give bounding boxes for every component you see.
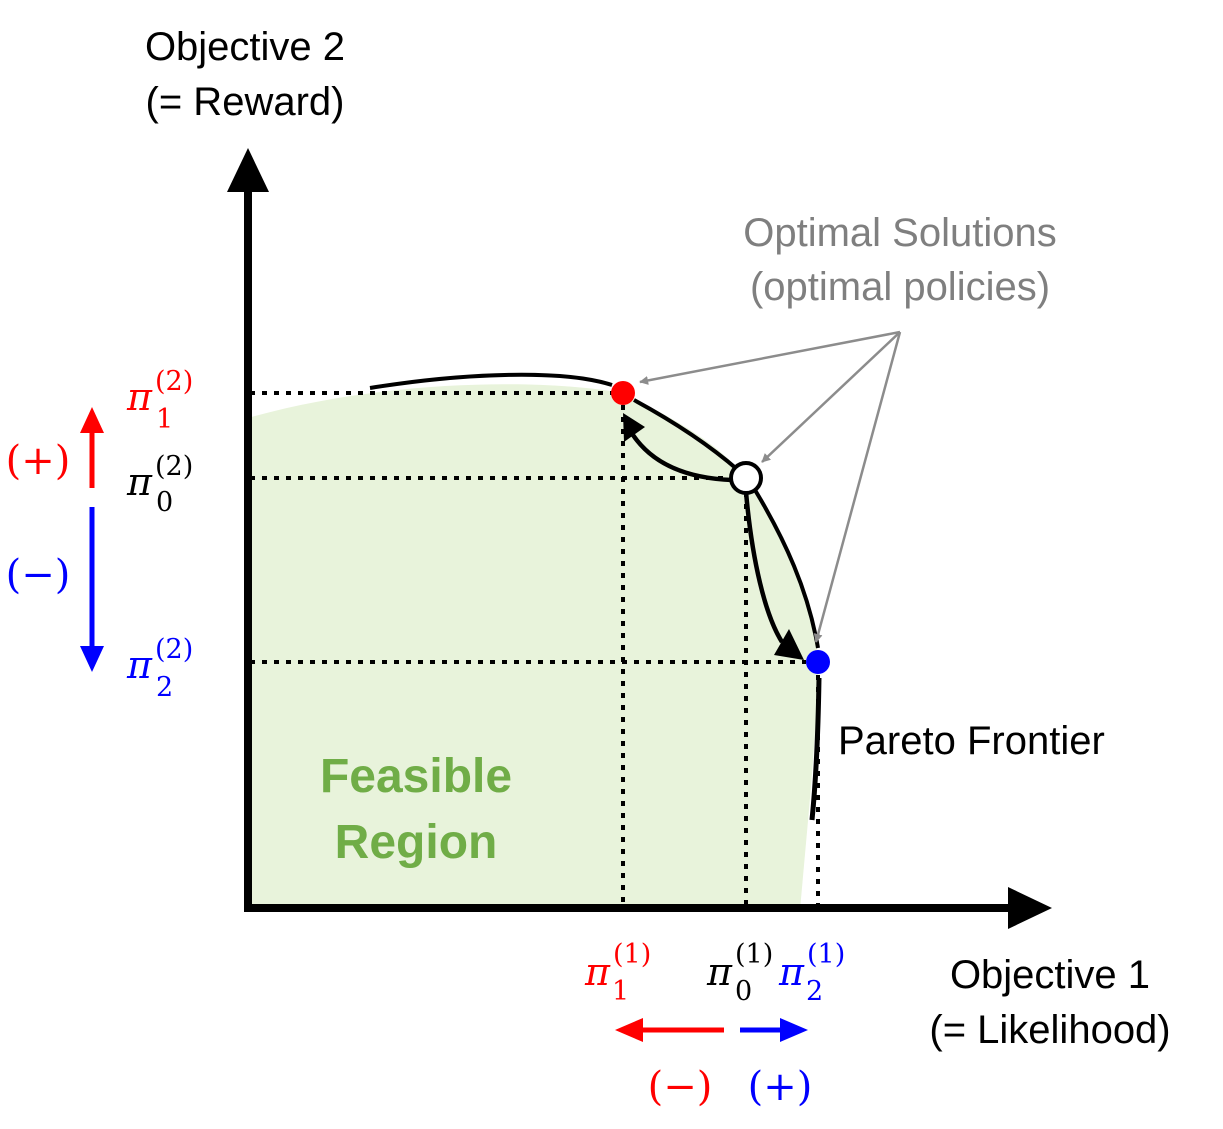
- y-tick-pi0-sub: 0: [156, 487, 173, 518]
- annotation-arrow-pi2: [813, 331, 902, 643]
- x-tick-pi0-sup: (1): [735, 939, 773, 970]
- feasible-region-label-line2: Region: [335, 816, 498, 869]
- y-tick-pi1-symbol: π: [126, 375, 153, 419]
- x-tick-pi0: π (1) 0: [706, 939, 773, 1007]
- x-plus-arrowhead: [780, 1018, 808, 1042]
- annotation-line1: Optimal Solutions: [743, 211, 1056, 255]
- y-tick-pi2-sup: (2): [155, 634, 193, 665]
- feasible-region: [248, 384, 818, 910]
- y-axis-arrowhead: [227, 148, 269, 192]
- y-minus-sign: (−): [6, 552, 71, 598]
- move-arrow-to-pi2: [743, 491, 784, 644]
- y-plus-arrowhead: [80, 407, 104, 433]
- frontier-curve-left: [369, 372, 613, 390]
- y-tick-pi0-symbol: π: [126, 460, 153, 504]
- y-tick-pi1: π (2) 1: [126, 366, 193, 435]
- y-tick-pi0: π (2) 0: [126, 451, 193, 518]
- x-tick-pi0-symbol: π: [706, 950, 733, 994]
- frontier-curve-lower: [753, 488, 820, 649]
- x-minus-sign: (−): [648, 1064, 713, 1110]
- y-tick-pi2: π (2) 2: [126, 634, 193, 703]
- x-tick-pi1-symbol: π: [584, 950, 611, 994]
- x-minus-arrowhead: [615, 1018, 643, 1042]
- x-plus-sign: (+): [748, 1064, 813, 1110]
- axes: [227, 148, 1052, 929]
- x-tick-pi1: π (1) 1: [584, 939, 651, 1007]
- y-minus-arrowhead: [80, 646, 104, 672]
- point-pi2: [806, 650, 830, 674]
- x-tick-pi2-sub: 2: [806, 976, 823, 1007]
- move-arrow-to-pi1: [631, 433, 733, 483]
- annotation-arrows: [639, 330, 902, 643]
- y-tick-pi0-sup: (2): [155, 451, 193, 482]
- move-arrowhead-to-pi2: [774, 629, 804, 660]
- frontier-curve-tail: [809, 677, 822, 821]
- y-tick-pi2-sub: 2: [156, 672, 173, 703]
- annotation-arrow-pi1: [639, 330, 901, 385]
- point-pi0: [729, 461, 763, 495]
- y-tick-pi1-sub: 1: [156, 404, 173, 435]
- y-plus-sign: (+): [6, 438, 71, 484]
- y-axis-title-line1: Objective 2: [145, 25, 345, 69]
- annotation-arrow-pi0: [761, 331, 901, 463]
- x-tick-pi2: π (1) 2: [778, 939, 845, 1007]
- y-tick-pi1-sup: (2): [155, 366, 193, 397]
- feasible-region-label-line1: Feasible: [320, 750, 512, 803]
- move-arrowhead-to-pi1: [623, 413, 645, 442]
- x-axis-title-line1: Objective 1: [950, 953, 1150, 997]
- pareto-frontier-label: Pareto Frontier: [838, 719, 1105, 763]
- x-axis-arrowhead: [1008, 887, 1052, 929]
- x-axis-title-line2: (= Likelihood): [929, 1008, 1170, 1052]
- x-tick-pi2-symbol: π: [778, 950, 805, 994]
- y-tick-pi2-symbol: π: [126, 643, 153, 687]
- x-tick-pi1-sup: (1): [613, 939, 651, 970]
- frontier-curve-upper: [633, 398, 740, 472]
- y-axis-title-line2: (= Reward): [146, 80, 345, 124]
- x-tick-pi2-sup: (1): [807, 939, 845, 970]
- x-tick-pi1-sub: 1: [612, 976, 629, 1007]
- x-tick-pi0-sub: 0: [735, 976, 752, 1007]
- point-pi1: [611, 381, 635, 405]
- annotation-line2: (optimal policies): [750, 265, 1050, 309]
